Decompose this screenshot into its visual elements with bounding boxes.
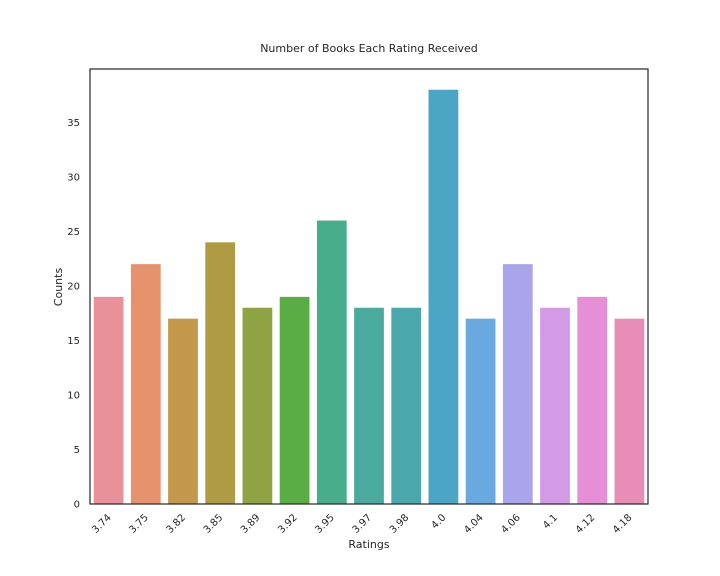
x-tick-label: 3.97	[351, 512, 375, 536]
y-tick-label: 0	[74, 500, 80, 511]
bar-3.92	[279, 296, 310, 504]
bar-3.97	[354, 307, 384, 504]
bar-4.18	[614, 318, 645, 504]
bar-4.06	[502, 264, 533, 504]
bar-4.1	[540, 307, 570, 504]
bar-4.0	[428, 89, 459, 504]
y-tick-label: 5	[74, 445, 80, 456]
x-tick-label: 3.98	[388, 512, 412, 536]
bar-3.89	[242, 307, 273, 504]
bar-3.82	[168, 318, 198, 504]
bar-3.95	[316, 220, 347, 504]
x-tick-label: 4.1	[541, 512, 560, 531]
y-tick-label: 10	[67, 390, 80, 401]
y-tick-label: 35	[67, 118, 80, 129]
y-tick-label: 30	[67, 172, 80, 183]
x-axis-label: Ratings	[348, 538, 389, 551]
bars-group	[93, 89, 645, 504]
bar-4.04	[465, 318, 496, 504]
bar-3.75	[130, 264, 161, 504]
x-tick-label: 3.92	[276, 512, 300, 536]
x-tick-label: 4.0	[429, 512, 448, 531]
x-tick-label: 4.12	[574, 512, 598, 536]
y-tick-label: 15	[67, 336, 80, 347]
y-tick-label: 25	[67, 227, 80, 238]
bar-4.12	[577, 296, 608, 504]
x-tick-label: 3.89	[239, 512, 263, 536]
y-tick-label: 20	[67, 281, 80, 292]
bar-3.98	[391, 307, 422, 504]
x-tick-label: 4.18	[611, 512, 635, 536]
x-tick-label: 3.85	[202, 512, 226, 536]
x-tick-label: 3.75	[127, 512, 151, 536]
x-tick-label: 3.82	[165, 512, 189, 536]
y-axis-label: Counts	[52, 268, 65, 307]
x-tick-label: 4.06	[499, 512, 523, 536]
y-axis-ticks: 0 5 10 15 20 25 30 35	[67, 118, 80, 511]
x-tick-label: 4.04	[462, 512, 486, 536]
x-tick-label: 3.74	[90, 512, 114, 536]
chart-title: Number of Books Each Rating Received	[260, 42, 478, 55]
x-tick-label: 3.95	[313, 512, 337, 536]
plot-frame	[89, 68, 649, 505]
bar-3.85	[205, 242, 236, 504]
bar-3.74	[93, 296, 124, 504]
x-axis-ticks: 3.74 3.75 3.82 3.85 3.89 3.92 3.95 3.97 3.98 4.0 4…	[90, 512, 634, 536]
